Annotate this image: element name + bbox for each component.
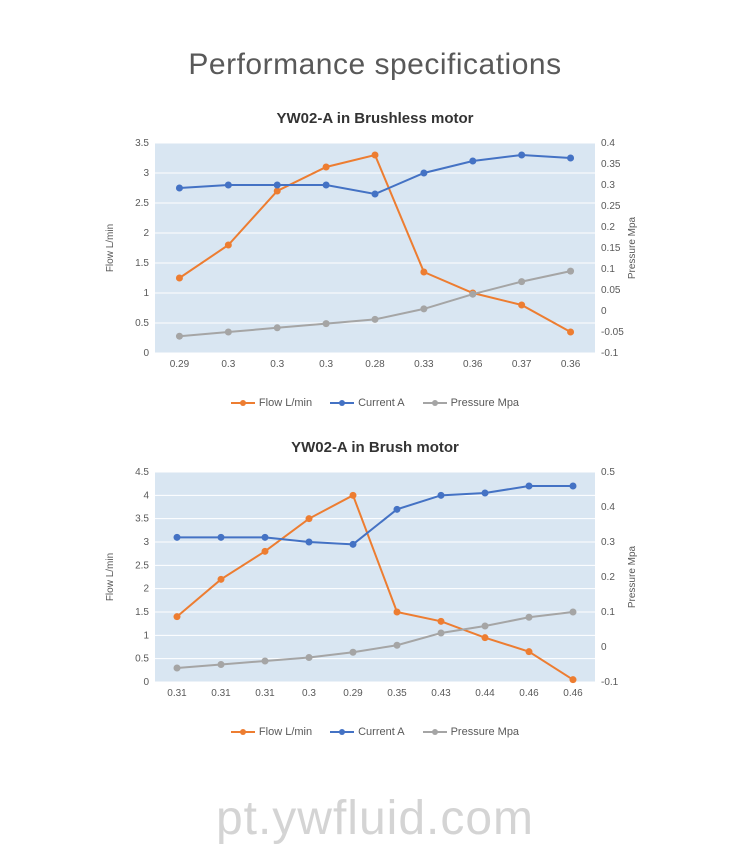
svg-text:0.46: 0.46 xyxy=(519,688,539,699)
svg-text:1.5: 1.5 xyxy=(135,607,149,618)
svg-text:0.2: 0.2 xyxy=(601,572,615,583)
svg-text:0.1: 0.1 xyxy=(601,607,615,618)
svg-text:0.5: 0.5 xyxy=(135,318,149,329)
legend-item: Flow L/min xyxy=(231,397,312,409)
legend-line-icon xyxy=(423,402,447,404)
svg-text:2.5: 2.5 xyxy=(135,198,149,209)
svg-text:0.31: 0.31 xyxy=(211,688,231,699)
svg-text:1: 1 xyxy=(143,630,149,641)
svg-text:2.5: 2.5 xyxy=(135,560,149,571)
svg-text:0.25: 0.25 xyxy=(601,201,621,212)
chart-brush: YW02-A in Brush motor 0 0.5 1 1.5 2 2.5 3 3.5 4 4… xyxy=(95,439,655,738)
svg-text:0.37: 0.37 xyxy=(512,359,532,370)
svg-text:0.31: 0.31 xyxy=(167,688,187,699)
svg-text:0.35: 0.35 xyxy=(601,159,621,170)
svg-text:3.5: 3.5 xyxy=(135,514,149,525)
svg-text:2: 2 xyxy=(143,228,149,239)
svg-text:1: 1 xyxy=(143,288,149,299)
chart2-legend: Flow L/min Current A Pressure Mpa xyxy=(95,726,655,738)
legend-item: Pressure Mpa xyxy=(423,397,519,409)
chart1-title: YW02-A in Brushless motor xyxy=(95,110,655,127)
svg-text:3: 3 xyxy=(143,537,149,548)
svg-text:0.43: 0.43 xyxy=(431,688,451,699)
svg-text:0.5: 0.5 xyxy=(601,467,615,478)
legend-label: Pressure Mpa xyxy=(451,397,519,409)
svg-text:0: 0 xyxy=(601,642,607,653)
svg-text:3.5: 3.5 xyxy=(135,138,149,149)
svg-text:-0.05: -0.05 xyxy=(601,327,624,338)
svg-text:0.4: 0.4 xyxy=(601,138,615,149)
legend-line-icon xyxy=(330,731,354,733)
svg-text:0: 0 xyxy=(143,677,149,688)
chart1-legend: Flow L/min Current A Pressure Mpa xyxy=(95,397,655,409)
svg-text:3: 3 xyxy=(143,168,149,179)
svg-text:0.5: 0.5 xyxy=(135,654,149,665)
legend-item: Current A xyxy=(330,397,404,409)
svg-text:Flow L/min: Flow L/min xyxy=(105,224,116,272)
legend-label: Pressure Mpa xyxy=(451,726,519,738)
svg-text:0.3: 0.3 xyxy=(601,180,615,191)
svg-text:Flow L/min: Flow L/min xyxy=(105,553,116,601)
legend-item: Pressure Mpa xyxy=(423,726,519,738)
svg-text:Pressure Mpa: Pressure Mpa xyxy=(627,545,638,608)
svg-text:0.36: 0.36 xyxy=(463,359,483,370)
legend-dot-icon xyxy=(432,729,438,735)
legend-label: Current A xyxy=(358,726,404,738)
legend-label: Flow L/min xyxy=(259,397,312,409)
legend-line-icon xyxy=(231,731,255,733)
svg-text:0.3: 0.3 xyxy=(601,537,615,548)
svg-text:2: 2 xyxy=(143,584,149,595)
svg-text:0.3: 0.3 xyxy=(270,359,284,370)
svg-text:0.3: 0.3 xyxy=(302,688,316,699)
legend-line-icon xyxy=(330,402,354,404)
chart-brushless: YW02-A in Brushless motor 0 0.5 1 1.5 2 2.5 3 3… xyxy=(95,110,655,409)
svg-text:0: 0 xyxy=(143,348,149,359)
page-title: Performance specifications xyxy=(0,0,750,110)
legend-dot-icon xyxy=(432,400,438,406)
svg-text:0.46: 0.46 xyxy=(563,688,583,699)
legend-label: Flow L/min xyxy=(259,726,312,738)
chart1-svg: 0 0.5 1 1.5 2 2.5 3 3.5 -0.1 -0.05 0 0.05 0.1 0.15 0.2… xyxy=(95,133,655,393)
svg-text:0.3: 0.3 xyxy=(319,359,333,370)
svg-text:Pressure Mpa: Pressure Mpa xyxy=(627,216,638,279)
svg-text:0.28: 0.28 xyxy=(365,359,385,370)
legend-item: Current A xyxy=(330,726,404,738)
watermark: pt.ywfluid.com xyxy=(0,791,750,846)
svg-text:1.5: 1.5 xyxy=(135,258,149,269)
legend-label: Current A xyxy=(358,397,404,409)
chart2-title: YW02-A in Brush motor xyxy=(95,439,655,456)
svg-text:0.33: 0.33 xyxy=(414,359,434,370)
legend-dot-icon xyxy=(240,400,246,406)
legend-dot-icon xyxy=(240,729,246,735)
svg-text:0: 0 xyxy=(601,306,607,317)
svg-text:0.05: 0.05 xyxy=(601,285,621,296)
svg-text:0.1: 0.1 xyxy=(601,264,615,275)
svg-text:-0.1: -0.1 xyxy=(601,348,619,359)
legend-dot-icon xyxy=(339,400,345,406)
svg-text:0.3: 0.3 xyxy=(221,359,235,370)
svg-text:0.36: 0.36 xyxy=(561,359,581,370)
legend-dot-icon xyxy=(339,729,345,735)
svg-text:4: 4 xyxy=(143,490,149,501)
svg-text:0.35: 0.35 xyxy=(387,688,407,699)
legend-line-icon xyxy=(231,402,255,404)
legend-item: Flow L/min xyxy=(231,726,312,738)
svg-text:0.29: 0.29 xyxy=(170,359,190,370)
svg-text:0.15: 0.15 xyxy=(601,243,621,254)
svg-text:0.4: 0.4 xyxy=(601,502,615,513)
legend-line-icon xyxy=(423,731,447,733)
svg-text:0.44: 0.44 xyxy=(475,688,495,699)
svg-text:4.5: 4.5 xyxy=(135,467,149,478)
svg-text:0.29: 0.29 xyxy=(343,688,363,699)
svg-text:0.31: 0.31 xyxy=(255,688,275,699)
svg-text:0.2: 0.2 xyxy=(601,222,615,233)
chart2-svg: 0 0.5 1 1.5 2 2.5 3 3.5 4 4.5 -0.1 0 0.1 0.2 0.3 0.4 0.5… xyxy=(95,462,655,722)
svg-text:-0.1: -0.1 xyxy=(601,677,619,688)
